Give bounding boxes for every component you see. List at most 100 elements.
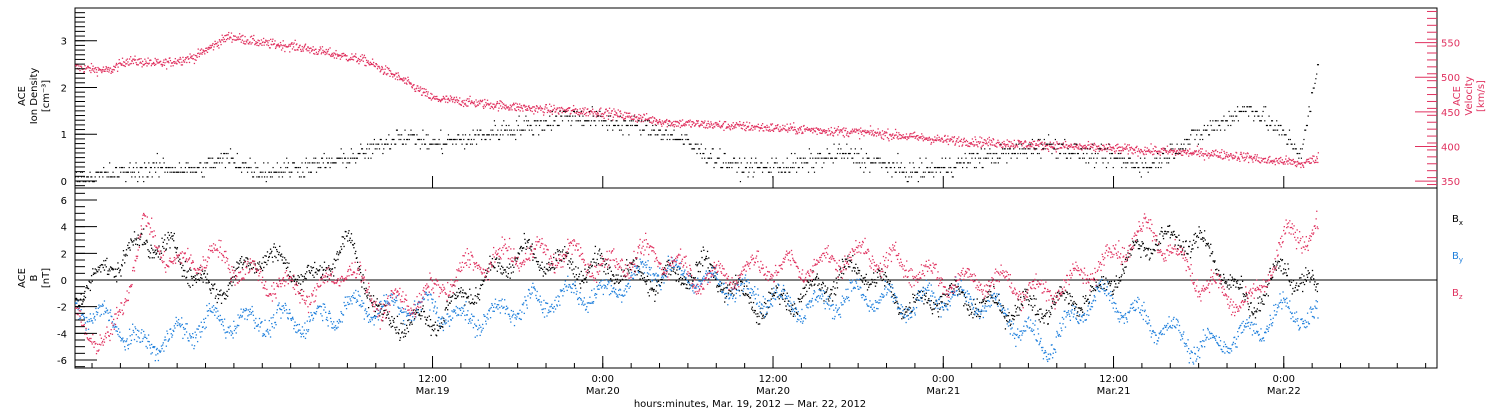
b-bx-point (511, 264, 514, 266)
b-bx-point (477, 297, 479, 299)
b-bx-point (676, 269, 678, 271)
velocity-point (1053, 146, 1055, 149)
b-bx-point (475, 287, 477, 289)
b-bx-point (176, 247, 179, 249)
b-bx-point (657, 280, 660, 282)
velocity-point (866, 130, 868, 132)
velocity-point (446, 95, 448, 97)
velocity-point (88, 67, 90, 69)
velocity-point (618, 116, 621, 118)
velocity-point (1239, 160, 1241, 162)
velocity-point (376, 68, 379, 70)
velocity-point (128, 64, 130, 66)
density-point (233, 162, 235, 164)
b-bx-point (211, 283, 213, 285)
density-point (899, 171, 901, 173)
velocity-point (901, 136, 903, 139)
velocity-point (796, 133, 799, 135)
b-bx-point (346, 235, 348, 237)
density-point (644, 120, 646, 122)
velocity-point (842, 128, 844, 130)
velocity-point (866, 131, 868, 134)
density-point (1147, 171, 1149, 173)
density-point (906, 180, 908, 183)
b-bx-point (262, 256, 264, 259)
velocity-point (766, 126, 769, 128)
velocity-point (859, 130, 861, 132)
b-bx-point (682, 282, 684, 285)
density-point (443, 143, 445, 145)
velocity-point (399, 78, 401, 81)
b-bx-point (111, 267, 114, 270)
velocity-point (576, 109, 579, 111)
velocity-point (1082, 145, 1084, 148)
velocity-point (371, 58, 374, 60)
b-bx-point (463, 292, 465, 294)
velocity-point (711, 124, 713, 126)
velocity-point (982, 144, 984, 146)
velocity-point (730, 124, 733, 126)
density-point (1000, 143, 1002, 145)
velocity-point (1137, 155, 1139, 157)
b-bx-point (436, 324, 438, 326)
density-point (350, 148, 353, 150)
density-point (1032, 152, 1034, 155)
velocity-point (335, 57, 338, 59)
b-bx-point (544, 272, 546, 274)
density-point (1076, 143, 1078, 145)
density-point (208, 157, 210, 159)
density-point (1261, 115, 1263, 117)
velocity-point (957, 138, 959, 140)
density-point (1315, 78, 1317, 80)
velocity-point (633, 114, 636, 116)
velocity-point (469, 95, 471, 98)
density-point (992, 152, 994, 155)
density-point (1123, 157, 1125, 159)
density-point (384, 143, 387, 145)
density-point (892, 162, 894, 164)
density-point (155, 162, 158, 164)
b-bx-point (637, 265, 639, 267)
density-point (695, 143, 697, 145)
velocity-point (262, 41, 264, 43)
velocity-point (650, 117, 653, 119)
b-bx-point (309, 271, 311, 273)
density-point (1271, 120, 1273, 122)
density-point (229, 162, 231, 164)
b-bx-point (448, 296, 450, 298)
density-point (219, 157, 221, 159)
velocity-point (1198, 155, 1201, 158)
velocity-point (738, 125, 740, 127)
velocity-point (605, 108, 607, 110)
b-bx-point (118, 271, 120, 274)
velocity-point (451, 99, 453, 101)
density-point (197, 166, 199, 169)
velocity-point (350, 56, 352, 59)
density-point (1013, 152, 1016, 155)
density-point (421, 143, 423, 145)
b-bx-point (134, 238, 136, 240)
density-point (177, 171, 179, 173)
b-bx-point (424, 316, 426, 318)
density-point (701, 157, 703, 159)
density-point (927, 166, 929, 169)
density-point (400, 138, 402, 141)
density-point (149, 171, 151, 173)
velocity-point (649, 121, 651, 123)
density-point (972, 152, 974, 155)
density-point (1201, 134, 1203, 136)
density-point (716, 157, 719, 159)
velocity-point (917, 139, 920, 141)
velocity-point (394, 78, 397, 80)
velocity-point (107, 68, 109, 71)
density-point (1253, 115, 1256, 117)
density-point (1159, 157, 1161, 159)
velocity-point (1154, 149, 1157, 152)
velocity-point (349, 59, 351, 61)
density-point (496, 134, 498, 136)
velocity-point (137, 59, 139, 61)
density-point (1048, 143, 1051, 145)
density-point (505, 124, 507, 127)
velocity-point (868, 133, 871, 135)
density-point (951, 176, 953, 178)
